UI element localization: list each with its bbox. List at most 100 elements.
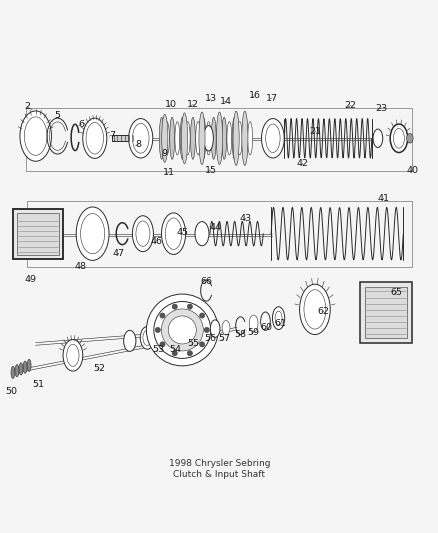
Ellipse shape (128, 118, 152, 158)
Text: 6: 6 (78, 120, 85, 129)
Text: 16: 16 (248, 91, 260, 100)
Ellipse shape (198, 112, 205, 165)
Ellipse shape (226, 122, 231, 155)
Ellipse shape (132, 216, 153, 252)
Ellipse shape (140, 326, 154, 349)
Text: 57: 57 (217, 334, 230, 343)
Ellipse shape (275, 311, 282, 325)
Ellipse shape (190, 117, 195, 159)
Circle shape (172, 351, 177, 356)
Ellipse shape (124, 330, 136, 351)
Text: 2: 2 (24, 102, 30, 111)
Ellipse shape (23, 361, 27, 373)
Ellipse shape (20, 111, 51, 161)
Text: 9: 9 (162, 149, 167, 158)
Text: 60: 60 (260, 324, 272, 332)
Bar (359, 282, 411, 343)
Ellipse shape (299, 284, 329, 335)
Ellipse shape (210, 320, 219, 337)
Circle shape (155, 327, 160, 333)
Ellipse shape (242, 117, 247, 159)
Text: 62: 62 (317, 306, 329, 316)
Text: 12: 12 (187, 100, 199, 109)
Ellipse shape (185, 122, 190, 155)
Circle shape (159, 313, 165, 318)
Ellipse shape (136, 221, 150, 246)
Ellipse shape (181, 113, 187, 164)
Ellipse shape (406, 133, 412, 143)
Ellipse shape (233, 111, 239, 165)
Circle shape (187, 351, 192, 356)
Ellipse shape (265, 124, 279, 152)
Text: 58: 58 (234, 330, 246, 339)
Text: 15: 15 (204, 166, 216, 175)
Ellipse shape (261, 118, 284, 158)
Ellipse shape (201, 117, 205, 159)
Text: 51: 51 (32, 380, 44, 389)
Text: 47: 47 (113, 249, 124, 258)
Ellipse shape (237, 122, 242, 155)
Text: 46: 46 (150, 237, 162, 246)
Ellipse shape (195, 122, 200, 155)
Circle shape (204, 327, 209, 333)
Ellipse shape (76, 207, 109, 261)
Text: 61: 61 (274, 319, 286, 328)
Text: 11: 11 (163, 168, 175, 177)
Bar (364, 287, 406, 338)
Ellipse shape (63, 340, 82, 371)
Circle shape (199, 313, 204, 318)
Circle shape (199, 342, 204, 347)
Ellipse shape (143, 330, 151, 345)
Ellipse shape (24, 117, 47, 155)
Circle shape (168, 316, 196, 344)
Text: 1998 Chrysler Sebring
Clutch & Input Shaft: 1998 Chrysler Sebring Clutch & Input Sha… (168, 459, 270, 479)
Ellipse shape (27, 359, 31, 372)
Circle shape (187, 304, 192, 309)
Text: 13: 13 (204, 94, 216, 103)
Ellipse shape (392, 128, 403, 148)
Text: 21: 21 (309, 127, 321, 136)
Ellipse shape (132, 124, 149, 153)
Text: 48: 48 (74, 262, 86, 271)
Text: 56: 56 (203, 334, 215, 343)
Ellipse shape (372, 129, 382, 148)
Ellipse shape (159, 117, 164, 159)
Ellipse shape (222, 320, 230, 335)
Ellipse shape (67, 344, 79, 366)
Text: 23: 23 (374, 103, 387, 112)
Ellipse shape (161, 114, 167, 163)
Text: 66: 66 (200, 277, 212, 286)
Ellipse shape (180, 117, 184, 159)
Text: 45: 45 (176, 228, 188, 237)
Text: 10: 10 (165, 100, 177, 109)
Text: 43: 43 (239, 214, 251, 223)
Text: 22: 22 (344, 101, 356, 110)
Text: 17: 17 (265, 93, 277, 102)
Text: 55: 55 (187, 338, 199, 348)
Ellipse shape (203, 126, 213, 151)
Ellipse shape (389, 124, 407, 152)
Ellipse shape (249, 315, 258, 332)
Ellipse shape (194, 222, 208, 246)
Ellipse shape (232, 117, 237, 159)
Ellipse shape (165, 218, 181, 249)
Ellipse shape (164, 122, 169, 155)
Ellipse shape (216, 112, 222, 165)
Bar (13, 209, 63, 259)
Ellipse shape (82, 118, 106, 158)
Text: 44: 44 (208, 223, 221, 232)
Text: 7: 7 (109, 131, 115, 140)
Text: 54: 54 (170, 345, 181, 354)
Text: 8: 8 (135, 140, 141, 149)
Ellipse shape (247, 122, 252, 155)
Text: 52: 52 (93, 364, 105, 373)
Ellipse shape (211, 117, 215, 159)
Text: 41: 41 (377, 194, 389, 203)
Circle shape (153, 302, 210, 358)
Text: 53: 53 (152, 345, 164, 354)
Text: 50: 50 (6, 387, 18, 395)
Ellipse shape (206, 122, 211, 155)
Ellipse shape (221, 117, 226, 159)
Ellipse shape (170, 117, 174, 159)
Text: 40: 40 (405, 166, 417, 175)
